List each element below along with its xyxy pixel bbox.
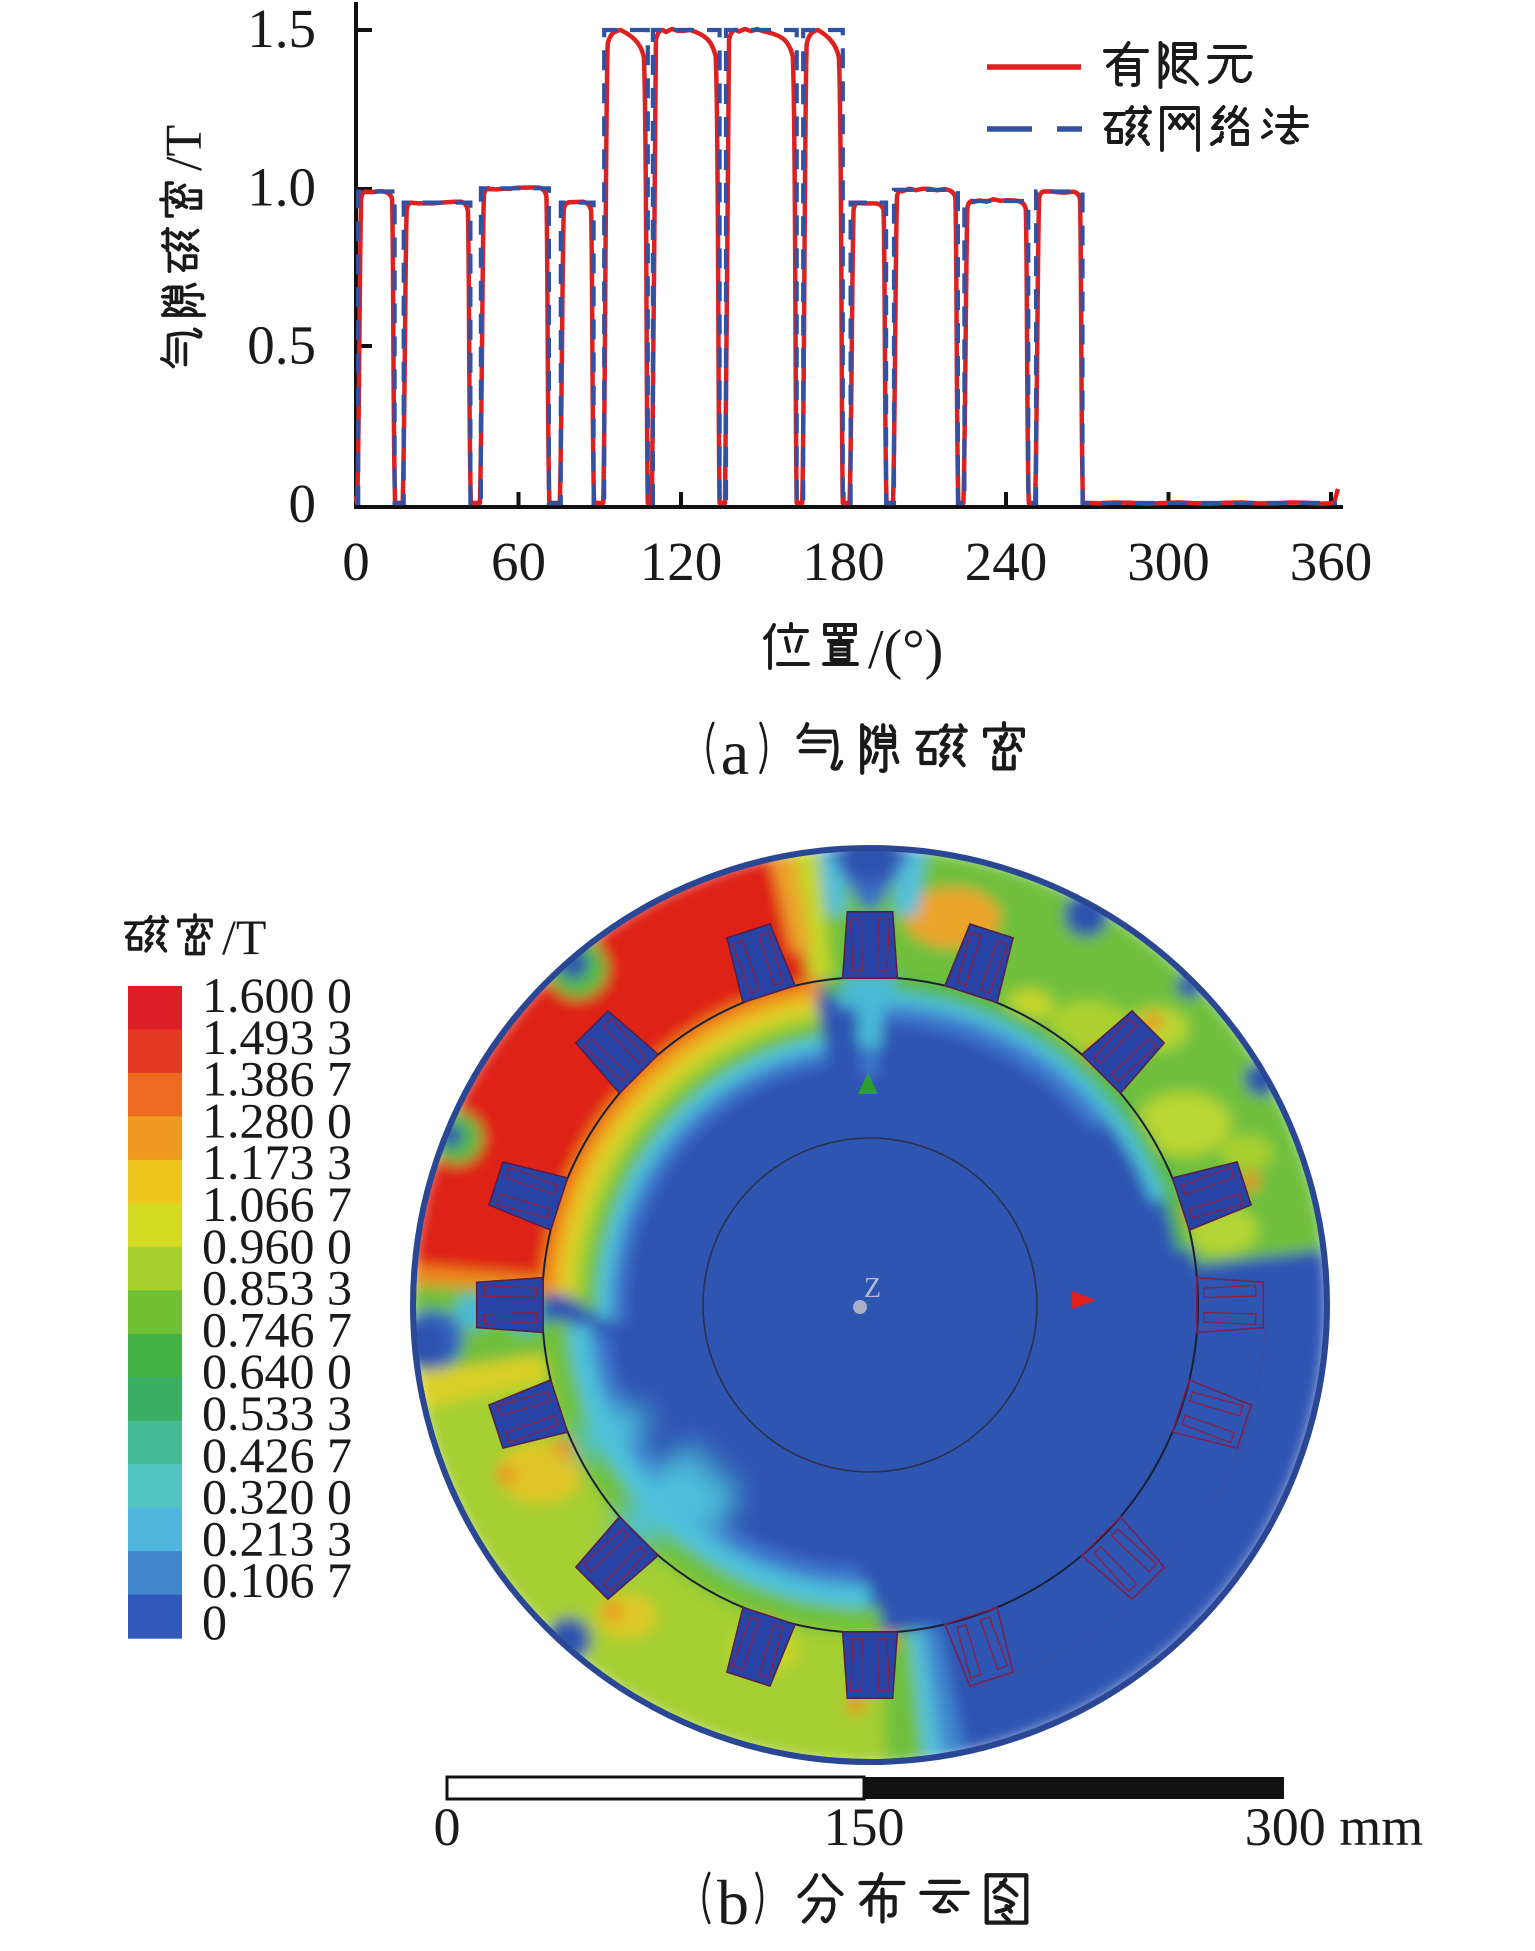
svg-text:150: 150 bbox=[824, 1797, 905, 1857]
svg-text:0: 0 bbox=[202, 1594, 227, 1650]
svg-text:1.493 3: 1.493 3 bbox=[202, 1009, 352, 1065]
svg-text:0.213 3: 0.213 3 bbox=[202, 1510, 352, 1566]
svg-text:Z: Z bbox=[864, 1273, 881, 1304]
svg-text:360: 360 bbox=[1290, 531, 1373, 592]
svg-text:180: 180 bbox=[802, 531, 885, 592]
svg-text:/(°): /(°) bbox=[868, 619, 943, 681]
svg-text:b: b bbox=[717, 1867, 749, 1938]
svg-text:0: 0 bbox=[342, 531, 370, 592]
svg-text:1.386 7: 1.386 7 bbox=[202, 1051, 352, 1107]
svg-text:0.960 0: 0.960 0 bbox=[202, 1218, 352, 1274]
svg-text:1.066 7: 1.066 7 bbox=[202, 1176, 352, 1232]
svg-text:0.746 7: 0.746 7 bbox=[202, 1301, 352, 1357]
svg-text:120: 120 bbox=[640, 531, 723, 592]
svg-text:0.320 0: 0.320 0 bbox=[202, 1469, 352, 1525]
svg-text:0: 0 bbox=[289, 473, 317, 534]
svg-text:1.173 3: 1.173 3 bbox=[202, 1134, 352, 1190]
svg-text:1.600 0: 1.600 0 bbox=[202, 967, 352, 1023]
svg-text:60: 60 bbox=[491, 531, 546, 592]
svg-text:300 mm: 300 mm bbox=[1245, 1797, 1424, 1857]
svg-text:/T: /T bbox=[156, 125, 213, 171]
svg-text:1.280 0: 1.280 0 bbox=[202, 1092, 352, 1148]
svg-text:1.0: 1.0 bbox=[247, 156, 316, 217]
svg-text:0.853 3: 0.853 3 bbox=[202, 1260, 352, 1316]
svg-text:/T: /T bbox=[222, 909, 266, 965]
svg-text:0.533 3: 0.533 3 bbox=[202, 1385, 352, 1441]
svg-text:1.5: 1.5 bbox=[247, 0, 316, 59]
svg-text:0.106 7: 0.106 7 bbox=[202, 1552, 352, 1608]
svg-text:240: 240 bbox=[965, 531, 1048, 592]
svg-text:0.5: 0.5 bbox=[247, 315, 316, 376]
svg-text:0: 0 bbox=[434, 1797, 461, 1857]
svg-text:0.640 0: 0.640 0 bbox=[202, 1343, 352, 1399]
svg-text:300: 300 bbox=[1127, 531, 1210, 592]
svg-text:0.426 7: 0.426 7 bbox=[202, 1427, 352, 1483]
svg-text:a: a bbox=[721, 717, 749, 788]
